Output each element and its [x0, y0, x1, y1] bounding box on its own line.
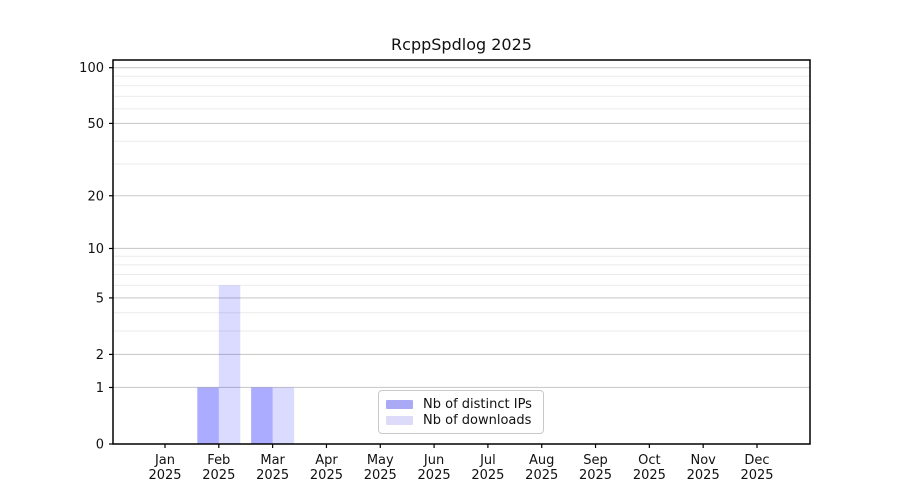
x-axis-tick-label-month: Jan: [154, 453, 175, 468]
x-axis-tick-label-month: Aug: [529, 453, 554, 468]
x-axis-tick-label-year: 2025: [579, 468, 612, 483]
x-axis-tick-label-year: 2025: [256, 468, 289, 483]
x-axis-tick-label-month: Jul: [479, 453, 496, 468]
x-axis-tick-label-year: 2025: [148, 468, 181, 483]
x-axis-tick-label-year: 2025: [310, 468, 343, 483]
x-axis-tick-label-month: Oct: [638, 453, 660, 468]
x-axis-tick-label-month: Nov: [690, 453, 716, 468]
y-axis-tick-label: 2: [96, 348, 104, 363]
legend-item-downloads: Nb of downloads: [386, 412, 535, 428]
x-axis-tick-label-month: Mar: [260, 453, 285, 468]
x-axis-tick-label-year: 2025: [418, 468, 451, 483]
x-axis-tick-label-month: Jun: [423, 453, 444, 468]
y-axis-tick-label: 20: [87, 189, 104, 204]
y-axis-tick-label: 5: [96, 291, 104, 306]
x-axis-tick-label-month: Sep: [583, 453, 608, 468]
bar-nb-of-distinct-ips: [251, 387, 273, 444]
legend: Nb of distinct IPs Nb of downloads: [378, 390, 544, 434]
legend-swatch-distinct-ips: [386, 399, 413, 409]
legend-item-distinct-ips: Nb of distinct IPs: [386, 396, 535, 412]
x-axis-tick-label-month: Feb: [207, 453, 230, 468]
x-axis-tick-label-year: 2025: [364, 468, 397, 483]
bar-nb-of-distinct-ips: [197, 387, 219, 444]
y-axis-tick-label: 100: [79, 61, 104, 76]
x-axis-tick-label-year: 2025: [687, 468, 720, 483]
y-axis-tick-label: 50: [87, 117, 104, 132]
x-axis-tick-label-year: 2025: [525, 468, 558, 483]
y-axis-tick-label: 0: [96, 438, 104, 453]
legend-label-distinct-ips: Nb of distinct IPs: [423, 396, 532, 412]
y-axis-tick-label: 1: [96, 381, 104, 396]
x-axis-tick-label-month: May: [367, 453, 394, 468]
bar-nb-of-downloads: [218, 285, 241, 444]
bar-nb-of-downloads: [272, 387, 295, 444]
x-axis-tick-label-year: 2025: [202, 468, 235, 483]
y-axis-tick-label: 10: [87, 242, 104, 257]
chart-title: RcppSpdlog 2025: [391, 35, 532, 54]
plot-border: [112, 59, 811, 445]
legend-swatch-downloads: [386, 415, 413, 425]
x-axis-tick-label-month: Dec: [744, 453, 769, 468]
x-axis-tick-label-month: Apr: [315, 453, 338, 468]
x-axis-tick-label-year: 2025: [471, 468, 504, 483]
x-axis-tick-label-year: 2025: [633, 468, 666, 483]
legend-label-downloads: Nb of downloads: [423, 412, 532, 428]
x-axis-tick-label-year: 2025: [740, 468, 773, 483]
